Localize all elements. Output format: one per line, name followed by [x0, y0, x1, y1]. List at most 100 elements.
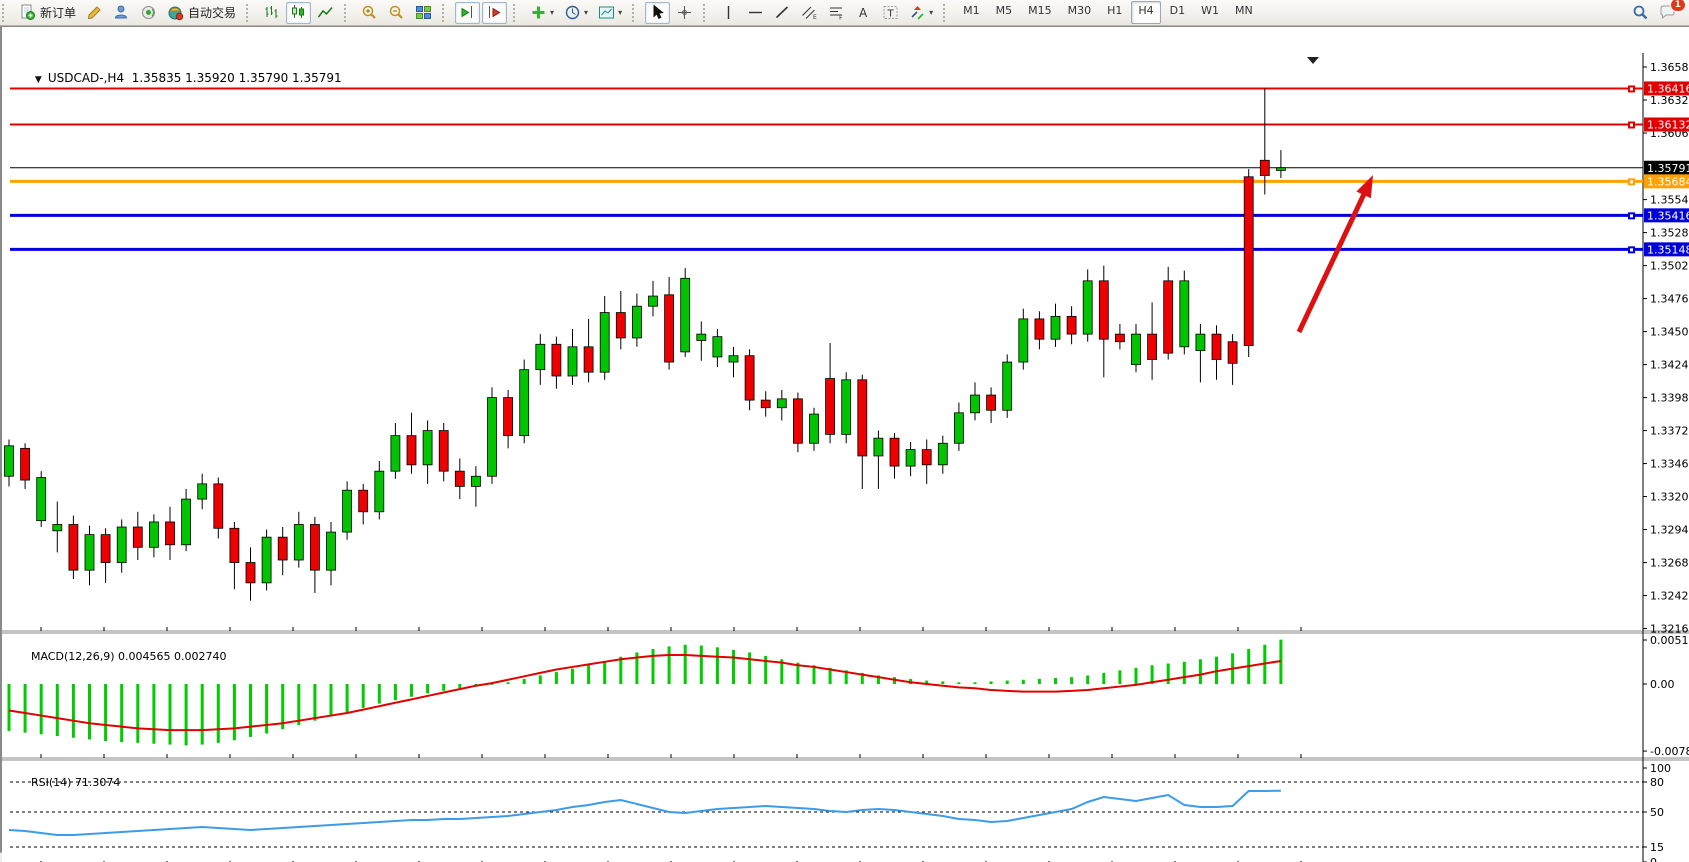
price-tick-label: 1.34500: [1650, 326, 1689, 339]
cursor-button[interactable]: [645, 1, 671, 24]
chart-shift-button[interactable]: [455, 1, 481, 24]
zoom-in-button[interactable]: [357, 2, 382, 24]
timeframe-m15-button[interactable]: M15: [1028, 4, 1052, 17]
chevron-down-icon[interactable]: ▾: [618, 8, 623, 17]
notifications-button[interactable]: 1: [1655, 0, 1686, 24]
auto-trading-button[interactable]: 自动交易: [163, 2, 240, 24]
chevron-down-icon[interactable]: ▾: [550, 8, 555, 17]
timeframe-m5-button[interactable]: M5: [995, 4, 1013, 17]
bull-candle: [197, 483, 208, 500]
rsi-scale-label: 0: [1650, 856, 1657, 862]
bull-candle: [1018, 318, 1029, 363]
vline-icon: [720, 4, 737, 21]
bar-chart-button[interactable]: [259, 2, 284, 24]
macd-histogram-bar: [345, 684, 349, 713]
chart-title: ▼ USDCAD-,H4 1.35835 1.35920 1.35790 1.35…: [12, 57, 342, 99]
macd-histogram-bar: [120, 684, 124, 743]
timeframe-d1-button[interactable]: D1: [1169, 4, 1186, 17]
auto-scroll-button[interactable]: [482, 1, 508, 24]
timeframe-h1-button[interactable]: H1: [1107, 4, 1123, 17]
bear-candle: [1098, 280, 1109, 340]
bear-candle: [1211, 333, 1222, 360]
rsi-scale-label: 80: [1650, 776, 1664, 789]
rsi-scale-label: 100: [1650, 762, 1671, 775]
bear-candle: [438, 430, 449, 472]
macd-histogram-bar: [297, 684, 301, 725]
trend-arrow-head[interactable]: [1356, 175, 1373, 199]
macd-histogram-bar: [442, 684, 446, 691]
horizontal-line-button[interactable]: [743, 2, 768, 24]
chevron-down-icon[interactable]: ▾: [584, 8, 589, 17]
bull-candle: [390, 435, 401, 472]
vertical-line-button[interactable]: [716, 2, 741, 24]
line-drag-handle-center: [1630, 123, 1633, 127]
price-tick-label: 1.36585: [1650, 61, 1689, 74]
macd-histogram-bar: [184, 684, 188, 746]
timeframe-h4-button[interactable]: H4: [1131, 1, 1161, 24]
text-label-button[interactable]: T: [878, 2, 903, 24]
macd-histogram-bar: [925, 680, 929, 684]
macd-histogram-bar: [828, 667, 832, 684]
timeframe-w1-button[interactable]: W1: [1201, 4, 1219, 17]
chart-title-collapse-icon[interactable]: ▼: [34, 75, 42, 85]
chart-canvas[interactable]: 1.365851.363251.360651.355401.352801.350…: [2, 53, 1689, 862]
bull-candle: [1002, 361, 1013, 411]
trend-arrow-shaft[interactable]: [1296, 188, 1369, 334]
macd-histogram-bar: [957, 682, 961, 684]
line-chart-button[interactable]: [313, 2, 338, 24]
macd-histogram-bar: [458, 684, 462, 689]
timeframe-m1-button[interactable]: M1: [963, 4, 980, 17]
equidistant-channel-button[interactable]: E: [797, 2, 822, 24]
clock-icon: [564, 4, 581, 21]
bull-candle: [519, 369, 530, 437]
macd-histogram-bar: [876, 675, 880, 684]
trendline-button[interactable]: [770, 2, 795, 24]
periods-button[interactable]: ▾: [560, 2, 592, 24]
templates-button[interactable]: ▾: [594, 2, 626, 24]
svg-text:F: F: [839, 14, 843, 22]
fibonacci-button[interactable]: F: [824, 2, 849, 24]
indicators-button[interactable]: ▾: [526, 2, 558, 24]
macd-histogram-bar: [715, 647, 719, 684]
chevron-down-icon[interactable]: ▾: [929, 8, 934, 17]
bear-candle: [615, 312, 626, 339]
bull-candle: [696, 333, 707, 341]
bear-candle: [132, 526, 143, 548]
price-tick-label: 1.35280: [1650, 227, 1689, 240]
macd-histogram-bar: [796, 662, 800, 684]
arrows-button[interactable]: ▾: [905, 2, 937, 24]
crosshair-button[interactable]: [672, 2, 697, 24]
bull-candle: [873, 437, 884, 457]
timeframe-mn-button[interactable]: MN: [1235, 4, 1253, 17]
bull-candle: [261, 536, 272, 584]
news-icon[interactable]: [136, 2, 161, 24]
macd-histogram-bar: [88, 684, 91, 740]
text-button[interactable]: A: [851, 2, 876, 24]
timeframe-m30-button[interactable]: M30: [1067, 4, 1092, 17]
textT-icon: T: [882, 4, 899, 21]
current-price-label: [1644, 160, 1689, 175]
macd-histogram-bar: [538, 675, 542, 684]
level-price-text: 1.35791: [1647, 162, 1689, 175]
search-button[interactable]: [1628, 2, 1653, 24]
price-tick-label: 1.33720: [1650, 425, 1689, 438]
bull-candle: [36, 477, 47, 522]
candlestick-chart-button[interactable]: [286, 1, 312, 24]
chart-shift-marker[interactable]: [1307, 57, 1319, 64]
line-drag-handle-center: [1630, 87, 1633, 91]
line-drag-handle-center: [1630, 214, 1633, 218]
zoom-out-button[interactable]: [384, 2, 409, 24]
bear-candle: [1243, 176, 1254, 346]
crayon-icon[interactable]: [82, 2, 107, 24]
macd-histogram-bar: [651, 649, 655, 684]
chart-ohlc-values: 1.35835 1.35920 1.35790 1.35791: [131, 71, 342, 85]
macd-histogram-bar: [571, 668, 574, 684]
new-order-button[interactable]: 新订单: [15, 2, 80, 24]
bear-candle: [68, 524, 79, 571]
expert-advisor-icon[interactable]: [109, 2, 134, 24]
level-price-label: [1644, 208, 1689, 223]
bull-candle: [326, 531, 336, 571]
tile-windows-button[interactable]: [411, 2, 436, 24]
chart-window[interactable]: ▼ USDCAD-,H4 1.35835 1.35920 1.35790 1.35…: [0, 26, 1689, 862]
